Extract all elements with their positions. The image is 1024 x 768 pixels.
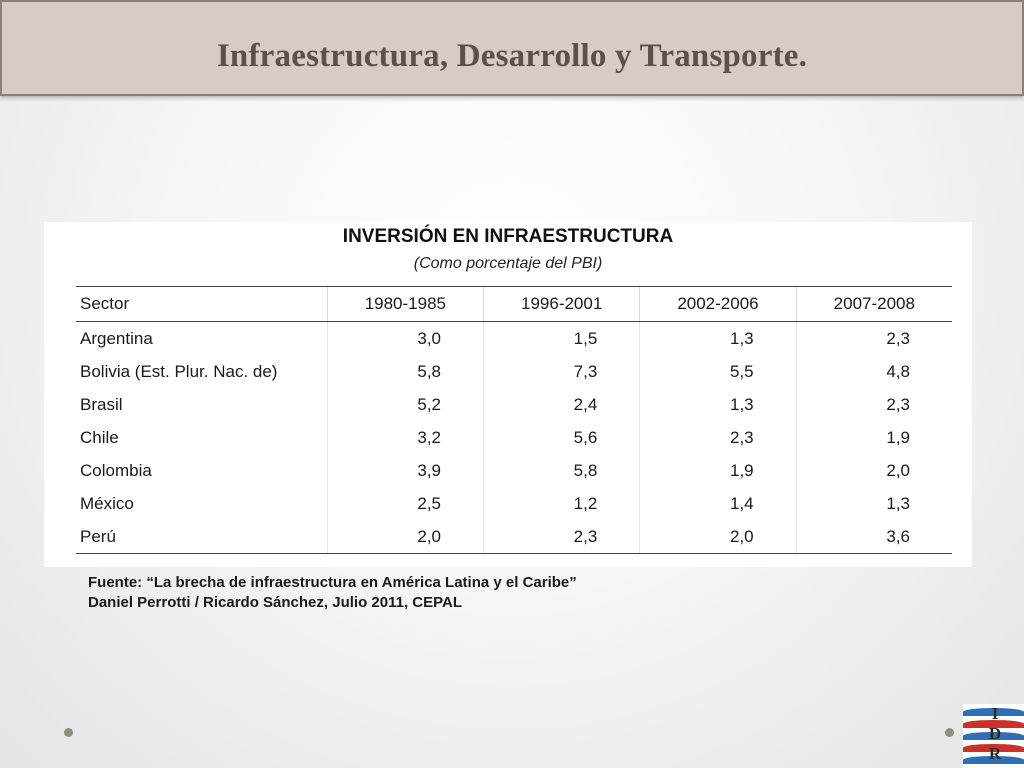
table-subtitle: (Como porcentaje del PBI): [413, 255, 603, 272]
column-header: 1980-1985: [326, 286, 484, 322]
logo-wave-stripe: [963, 744, 1024, 752]
value-cell: 2,3: [482, 520, 640, 554]
logo-letter: R: [988, 744, 1002, 763]
value-cell: 2,0: [326, 520, 484, 554]
country-cell: Colombia: [80, 460, 152, 480]
value-cell: 1,3: [639, 321, 797, 355]
logo-letter: I: [991, 704, 999, 723]
source-citation: Fuente: “La brecha de infraestructura en…: [88, 573, 577, 613]
table-row: Perú 2,0 2,3 2,0 3,6: [76, 520, 952, 554]
table-header-row: Sector 1980-1985 1996-2001 2002-2006 200…: [76, 286, 952, 322]
logo-letter: D: [988, 724, 1002, 743]
table-image-panel: INVERSIÓN EN INFRAESTRUCTURA (Como porce…: [44, 222, 972, 567]
value-cell: 5,5: [639, 355, 797, 388]
value-cell: 1,4: [639, 487, 797, 520]
value-cell: 2,5: [326, 487, 484, 520]
value-cell: 1,9: [639, 454, 797, 487]
logo-wave-stripe: [963, 720, 1024, 728]
table-row: Colombia 3,9 5,8 1,9 2,0: [76, 454, 952, 487]
value-cell: 4,8: [795, 355, 952, 388]
table-row: Chile 3,2 5,6 2,3 1,9: [76, 421, 952, 454]
value-cell: 5,8: [482, 454, 640, 487]
investment-table: Sector 1980-1985 1996-2001 2002-2006 200…: [76, 286, 952, 554]
value-cell: 1,9: [795, 421, 952, 454]
logo-wave-stripe: [963, 732, 1024, 740]
value-cell: 2,3: [795, 321, 952, 355]
value-cell: 5,6: [482, 421, 640, 454]
source-line: Daniel Perrotti / Ricardo Sánchez, Julio…: [88, 594, 463, 611]
value-cell: 1,5: [482, 321, 640, 355]
value-cell: 5,2: [326, 388, 484, 421]
country-cell: Brasil: [80, 394, 123, 414]
value-cell: 3,6: [795, 520, 952, 554]
logo-wave-stripe: [963, 756, 1024, 764]
logo-letters: I D R: [988, 704, 1002, 764]
bullet-dot-left: [64, 728, 73, 737]
country-cell: Perú: [76, 520, 328, 554]
logo-wave-stripe: [963, 708, 1024, 716]
value-cell: 3,0: [326, 321, 484, 355]
value-cell: 1,3: [795, 487, 952, 520]
column-header: Sector: [76, 286, 328, 322]
slide-title: Infraestructura, Desarrollo y Transporte…: [216, 38, 808, 74]
source-line: Fuente: “La brecha de infraestructura en…: [88, 574, 577, 591]
country-cell: Chile: [80, 427, 119, 447]
value-cell: 1,3: [639, 388, 797, 421]
table-row: Brasil 5,2 2,4 1,3 2,3: [76, 388, 952, 421]
table-title: INVERSIÓN EN INFRAESTRUCTURA: [342, 226, 674, 247]
country-cell: México: [80, 493, 134, 513]
value-cell: 7,3: [482, 355, 640, 388]
table-row: Argentina 3,0 1,5 1,3 2,3: [76, 321, 952, 355]
table-row: México 2,5 1,2 1,4 1,3: [76, 487, 952, 520]
value-cell: 3,2: [326, 421, 484, 454]
value-cell: 2,3: [795, 388, 952, 421]
value-cell: 2,0: [639, 520, 797, 554]
country-cell: Bolivia (Est. Plur. Nac. de): [80, 361, 278, 381]
country-cell: Argentina: [80, 328, 153, 348]
column-header: 2002-2006: [639, 286, 797, 322]
value-cell: 2,4: [482, 388, 640, 421]
table-row: Bolivia (Est. Plur. Nac. de) 5,8 7,3 5,5…: [76, 355, 952, 388]
value-cell: 3,9: [326, 454, 484, 487]
value-cell: 5,8: [326, 355, 484, 388]
column-header: 1996-2001: [482, 286, 640, 322]
bullet-dot-right: [945, 728, 954, 737]
value-cell: 2,0: [795, 454, 952, 487]
value-cell: 1,2: [482, 487, 640, 520]
value-cell: 2,3: [639, 421, 797, 454]
title-bar: Infraestructura, Desarrollo y Transporte…: [0, 0, 1024, 96]
idr-logo: I D R: [963, 704, 1024, 768]
column-header: 2007-2008: [795, 286, 952, 322]
